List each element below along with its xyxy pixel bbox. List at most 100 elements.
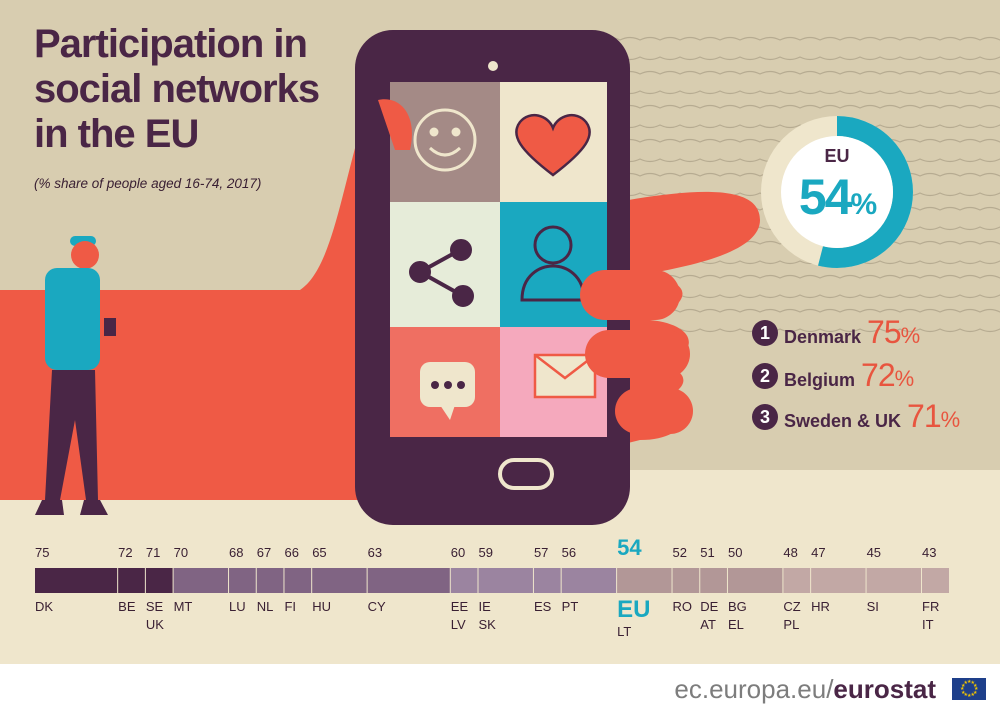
flag-star: ★ <box>973 682 978 689</box>
rank-country: Sweden & UK <box>784 411 902 431</box>
source-link[interactable]: ec.europa.eu/eurostat <box>674 674 936 705</box>
country-bar-chart: 75 DK 72 BE 71 SE UK 70 MT 68 LU 67 NL 66 FI 65 HU 63 CY 60… <box>35 535 949 639</box>
country-label: FI <box>284 599 296 614</box>
value-label: 70 <box>174 545 188 560</box>
flag-star: ★ <box>967 679 972 685</box>
bar-segment <box>256 568 284 593</box>
country-label: BG <box>728 599 747 614</box>
bar-segment <box>284 568 312 593</box>
bar-segment <box>866 568 921 593</box>
smiley-icon <box>413 108 477 172</box>
rank-unit: % <box>900 323 921 348</box>
rank-number: 1 <box>752 319 778 346</box>
flag-star: ★ <box>960 682 966 689</box>
bar-segment <box>617 568 672 593</box>
bar-segment <box>783 568 811 593</box>
value-label: 57 <box>534 545 548 560</box>
source-domain: ec.europa.eu/ <box>674 674 834 704</box>
eu-average-donut <box>761 116 913 268</box>
bar-segment <box>312 568 367 593</box>
phone-home-button[interactable] <box>498 458 554 490</box>
country-label: RO <box>673 599 693 614</box>
flag-star: ★ <box>963 692 968 699</box>
country-label: UK <box>146 617 164 632</box>
donut-arc <box>761 116 913 268</box>
value-label: 68 <box>229 545 243 560</box>
rank-number-value: 75 <box>867 314 902 350</box>
flag-star: ★ <box>960 686 965 692</box>
ranking-item-1: 1 Denmark 75% <box>752 314 921 351</box>
share-icon <box>409 239 474 307</box>
title-line-2: social networks <box>34 67 320 111</box>
rank-number: 2 <box>752 362 778 389</box>
bar-segment <box>145 568 173 593</box>
bar-segment <box>922 568 949 593</box>
bar-segment <box>450 568 478 593</box>
country-label: SK <box>479 617 497 632</box>
bar-segment <box>811 568 866 593</box>
footer: ec.europa.eu/eurostat ★ ★ ★ ★ ★ ★ ★ ★ ★ ★ ★ ★ <box>0 664 1000 712</box>
rank-unit: % <box>940 407 961 432</box>
phone-camera <box>488 61 498 71</box>
country-label: BE <box>118 599 136 614</box>
bar-segment <box>367 568 450 593</box>
flag-star: ★ <box>973 689 978 696</box>
country-label: PL <box>783 617 799 632</box>
value-label: 60 <box>451 545 465 560</box>
bar-segment <box>672 568 700 593</box>
eu-badge-value: 54% <box>753 168 921 226</box>
bar-segment <box>118 568 145 593</box>
value-label: 43 <box>922 545 936 560</box>
flag-star: ★ <box>960 689 966 696</box>
rank-number-value: 72 <box>861 357 896 393</box>
bar-segment <box>700 568 727 593</box>
country-label: DE <box>700 599 718 614</box>
country-label: SI <box>867 599 879 614</box>
value-label: 71 <box>146 545 160 560</box>
country-label: EU <box>617 596 650 623</box>
ranking-item-2: 2 Belgium 72% <box>752 357 915 394</box>
bar-segment <box>35 568 118 593</box>
title-line-3: in the EU <box>34 112 199 156</box>
eu-badge-unit: % <box>850 188 877 221</box>
fingers-illustration <box>378 99 693 434</box>
country-label: LU <box>229 599 246 614</box>
tile-share <box>390 202 500 327</box>
value-label: 48 <box>783 545 797 560</box>
bar-segment <box>561 568 617 593</box>
value-label: 52 <box>673 545 687 560</box>
country-label: IE <box>479 599 492 614</box>
country-label: CY <box>368 599 386 614</box>
country-label: LV <box>451 617 466 632</box>
source-brand: eurostat <box>833 674 936 704</box>
bar-segment <box>229 568 256 593</box>
value-label: 56 <box>562 545 576 560</box>
eu-flag-icon: ★ ★ ★ ★ ★ ★ ★ ★ ★ ★ ★ ★ <box>952 678 986 700</box>
bar-segment <box>533 568 561 593</box>
rank-unit: % <box>894 366 915 391</box>
bar-segment <box>478 568 533 593</box>
value-label: 66 <box>284 545 298 560</box>
country-label: NL <box>257 599 274 614</box>
value-label: 59 <box>479 545 493 560</box>
value-label: 50 <box>728 545 742 560</box>
donut-center <box>781 136 893 248</box>
country-label: AT <box>700 617 716 632</box>
rank-country: Belgium <box>784 370 856 390</box>
value-label: 51 <box>700 545 714 560</box>
country-label: EE <box>451 599 469 614</box>
envelope-icon <box>533 353 597 399</box>
title-line-1: Participation in <box>34 22 308 66</box>
value-label: 65 <box>312 545 326 560</box>
person-illustration <box>35 236 116 515</box>
country-label: HU <box>312 599 331 614</box>
flag-star: ★ <box>970 692 975 699</box>
value-label: 63 <box>368 545 382 560</box>
flag-star: ★ <box>963 679 968 686</box>
country-label: LT <box>617 624 631 639</box>
rank-country: Denmark <box>784 327 862 347</box>
country-label: CZ <box>783 599 800 614</box>
country-label: IT <box>922 617 934 632</box>
subtitle: (% share of people aged 16-74, 2017) <box>34 176 262 191</box>
